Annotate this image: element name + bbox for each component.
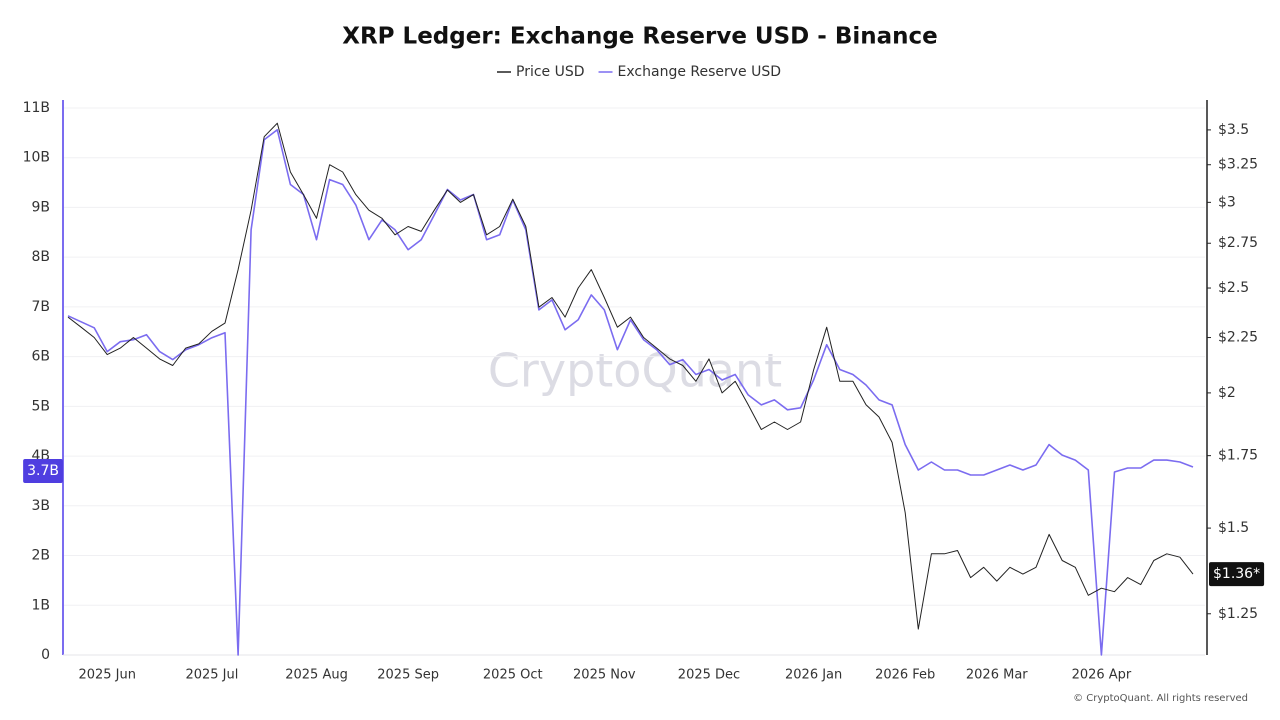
value-badge: $1.36*	[1209, 562, 1265, 587]
y2-tick-label: $1.25	[1218, 606, 1258, 622]
y2-tick-label: $3.25	[1218, 157, 1258, 173]
x-tick-label: 2026 Jan	[785, 668, 842, 683]
y2-tick-label: $1.5	[1218, 520, 1249, 536]
y-tick-label: 8B	[31, 249, 50, 265]
y-tick-label: 11B	[23, 100, 50, 116]
footer: © CryptoQuant. All rights reserved	[1073, 693, 1248, 704]
y2-tick-label: $2	[1218, 385, 1236, 401]
x-tick-label: 2025 Aug	[285, 668, 348, 683]
y-tick-label: 7B	[31, 299, 50, 315]
y-tick-label: 10B	[23, 150, 50, 166]
legend-label: Exchange Reserve USD	[618, 64, 782, 80]
badge-bg	[1209, 562, 1265, 587]
y2-tick-label: $3.5	[1218, 122, 1249, 138]
y-tick-label: 9B	[31, 199, 50, 215]
x-tick-label: 2025 Dec	[678, 668, 740, 683]
series-line	[67, 129, 1194, 656]
x-tick-label: 2026 Apr	[1072, 668, 1132, 683]
y-tick-label: 0	[41, 647, 50, 663]
x-tick-label: 2026 Mar	[966, 668, 1028, 683]
x-tick-label: 2025 Jun	[78, 668, 136, 683]
x-tick-label: 2025 Jul	[185, 668, 238, 683]
badge-label: 3.7B	[27, 463, 59, 479]
y2-tick-label: $1.75	[1218, 448, 1258, 464]
chart-title: XRP Ledger: Exchange Reserve USD - Binan…	[342, 24, 938, 50]
series-line	[67, 122, 1194, 630]
y-tick-label: 2B	[31, 548, 50, 564]
y2-tick-label: $2.5	[1218, 280, 1249, 296]
y-tick-label: 3B	[31, 498, 50, 514]
badge-bg	[23, 458, 63, 483]
x-tick-label: 2025 Nov	[573, 668, 636, 683]
watermark: CryptoQuant	[488, 344, 782, 398]
y2-tick-label: $2.25	[1218, 330, 1258, 346]
x-tick-label: 2025 Oct	[483, 668, 543, 683]
value-badge: 3.7B	[23, 458, 63, 483]
y2-tick-label: $3	[1218, 194, 1236, 210]
y-tick-label: 1B	[31, 597, 50, 613]
badge-label: $1.36*	[1213, 566, 1260, 582]
x-tick-label: 2026 Feb	[875, 668, 935, 683]
legend-label: Price USD	[516, 64, 585, 80]
y2-tick-label: $2.75	[1218, 235, 1258, 251]
x-tick-label: 2025 Sep	[377, 668, 439, 683]
y-tick-label: 5B	[31, 398, 50, 414]
y-tick-label: 6B	[31, 349, 50, 365]
